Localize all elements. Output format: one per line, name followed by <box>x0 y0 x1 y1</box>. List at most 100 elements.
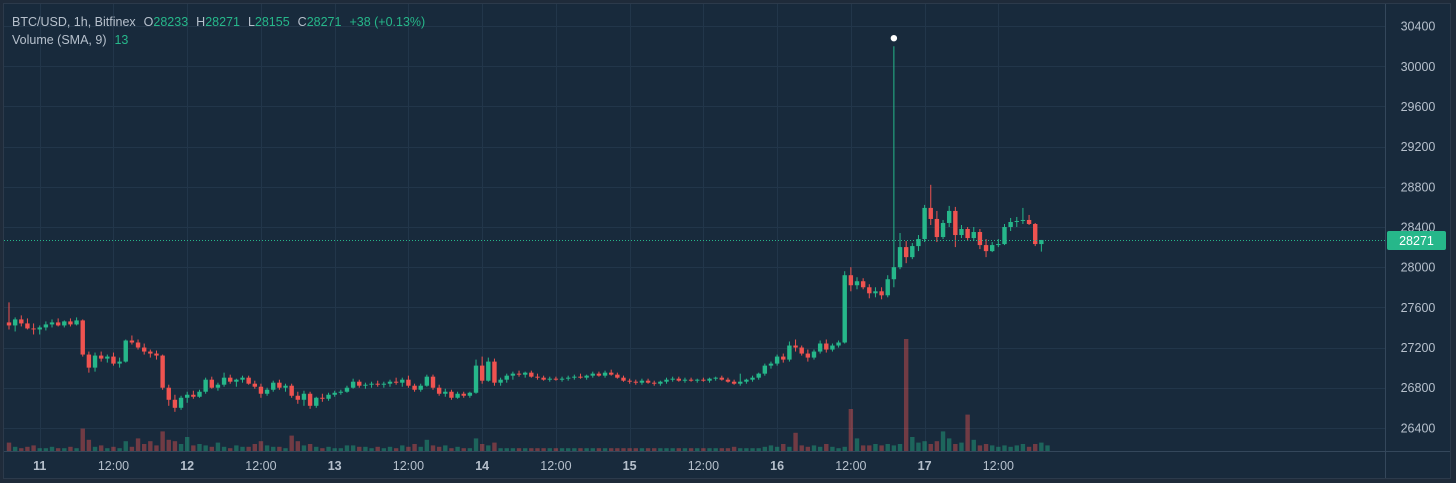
volume-bar <box>479 444 485 451</box>
volume-bar <box>996 446 1001 451</box>
candle <box>744 378 749 384</box>
candle-body <box>633 381 638 383</box>
volume-bar <box>455 446 460 451</box>
candle-body <box>436 387 442 394</box>
time-axis[interactable]: 11 12:00 12 12:00 13 12:00 14 12:00 15 12:00 16 12:… <box>33 459 1014 473</box>
candle-body <box>731 381 737 384</box>
candle <box>424 374 430 387</box>
volume-bar <box>31 445 36 451</box>
volume-bar <box>436 446 442 451</box>
candle-body <box>744 379 749 382</box>
candle <box>535 373 540 380</box>
volume-bar <box>154 445 159 451</box>
candle <box>787 341 792 362</box>
candle-body <box>990 245 995 252</box>
candle-body <box>940 222 946 238</box>
volume-bar <box>916 442 921 451</box>
volume-bar <box>1039 442 1044 451</box>
candle <box>98 351 104 362</box>
volume-bar <box>670 448 675 451</box>
volume-bar <box>756 448 761 451</box>
candle <box>6 302 12 330</box>
legend-open-value: 28233 <box>153 15 189 29</box>
volume-bar <box>516 448 522 451</box>
price-axis[interactable]: 2640026800272002760028000284002880029200… <box>1401 20 1436 436</box>
candle <box>375 380 380 387</box>
candle-body <box>258 386 264 394</box>
candle-body <box>559 378 565 380</box>
candle-body <box>178 397 184 408</box>
volume-bar <box>406 446 411 451</box>
candle-body <box>141 347 147 352</box>
candle-body <box>344 387 350 392</box>
candle <box>774 354 780 366</box>
time-tick-label: 11 <box>33 459 46 473</box>
volume-bar <box>418 446 423 451</box>
volume-bar <box>615 448 620 451</box>
candle-body <box>37 327 42 330</box>
candle-body <box>12 319 18 326</box>
candle <box>590 371 595 378</box>
candle <box>19 315 24 327</box>
volume-bar <box>965 414 970 451</box>
volume-bar <box>983 444 989 451</box>
candle <box>529 370 534 378</box>
volume-bar <box>350 445 356 451</box>
candle-body <box>19 319 24 324</box>
candle-body <box>977 232 983 246</box>
candle <box>68 318 73 327</box>
volume-bar <box>811 445 817 451</box>
candle <box>363 382 368 389</box>
candle <box>578 373 583 379</box>
volume-bar <box>510 448 516 451</box>
candle <box>971 227 976 242</box>
volume-bar <box>363 446 368 451</box>
candle-body <box>492 361 497 383</box>
volume-bar <box>320 448 325 451</box>
chart-container[interactable]: 26400 26800 27200 27600 28000 28400 28800 29200… <box>3 3 1451 479</box>
candle <box>12 317 18 332</box>
candle <box>602 370 608 378</box>
volume-bar <box>744 448 749 451</box>
candle-body <box>203 379 208 392</box>
candle-body <box>860 281 866 288</box>
volume-bar <box>946 438 952 451</box>
candle <box>369 381 374 388</box>
volume-bar <box>62 448 67 451</box>
candle-body <box>55 322 61 326</box>
volume-bar <box>652 448 657 451</box>
candle-body <box>424 376 430 386</box>
candle-body <box>682 379 688 381</box>
legend-high-value: 28271 <box>205 15 240 29</box>
volume-bar <box>535 448 540 451</box>
candle-body <box>117 361 122 364</box>
price-tick-label: 27200 <box>1401 341 1436 355</box>
price-tick-label: 29200 <box>1401 140 1436 154</box>
candle-body <box>271 382 276 390</box>
candle-body <box>762 365 768 374</box>
volume-bar <box>1008 446 1013 451</box>
legend-low-value: 28155 <box>254 15 290 29</box>
volume-bar <box>799 445 804 451</box>
candle-body <box>750 377 755 380</box>
candle <box>516 370 522 377</box>
volume-bar <box>295 441 301 451</box>
candle <box>559 376 565 382</box>
volume-bar <box>228 448 233 451</box>
candle <box>123 339 128 363</box>
candle-body <box>381 383 387 385</box>
volume-bar <box>105 448 110 451</box>
chart-plot[interactable]: 2640026800272002760028000284002880029200… <box>4 4 1450 478</box>
volume-bar <box>12 446 18 451</box>
candle <box>860 278 866 290</box>
candle <box>105 354 110 363</box>
legend-volume-row: Volume (SMA, 9) 13 <box>12 31 425 49</box>
volume-bar <box>885 444 890 451</box>
candle-body <box>922 207 927 240</box>
candle-body <box>393 381 399 383</box>
candle <box>148 349 153 358</box>
volume-bar <box>602 448 608 451</box>
candle <box>553 376 559 381</box>
candle <box>271 380 276 392</box>
time-tick-label: 16 <box>770 459 784 473</box>
